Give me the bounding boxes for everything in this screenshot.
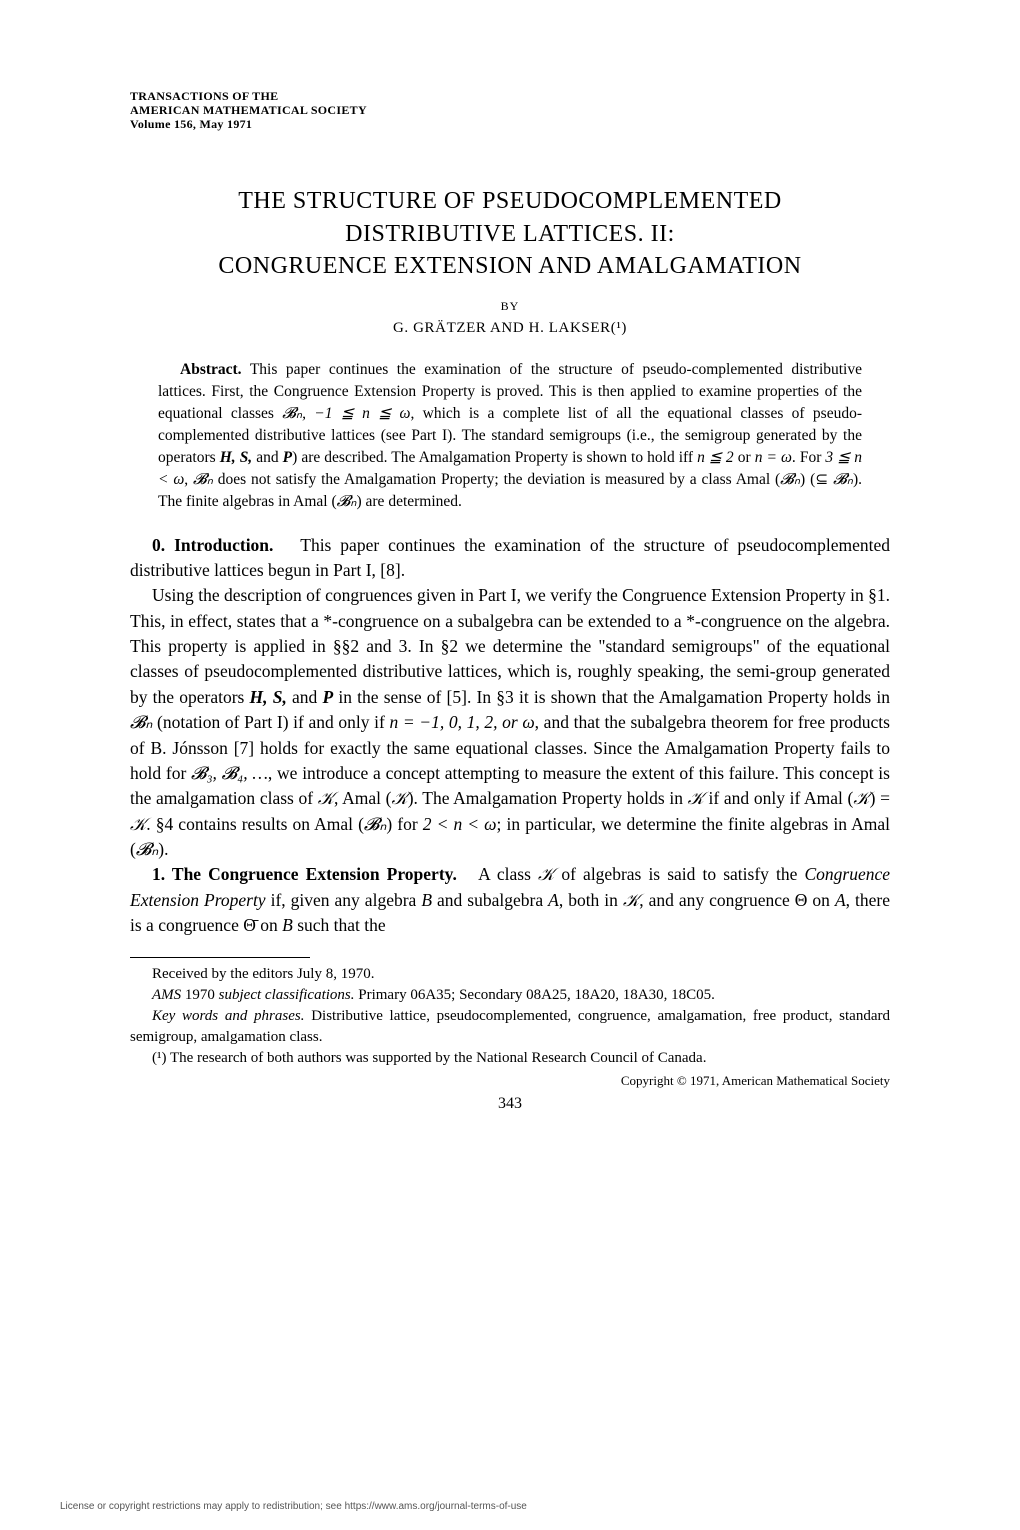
abs-math1: 𝓑ₙ, −1 ≦ n ≦ ω xyxy=(282,405,410,422)
title-line2: DISTRIBUTIVE LATTICES. II: xyxy=(130,218,890,250)
p2-K5: 𝒦 xyxy=(130,814,146,834)
s1-K2: 𝒦 xyxy=(623,890,639,910)
p2-Bn2: 𝓑ₙ xyxy=(364,814,386,834)
s1-p1d: and subalgebra xyxy=(432,890,548,910)
s1-p1f: , and any congruence Θ on xyxy=(639,890,835,910)
abs-math5: 𝓑ₙ xyxy=(193,471,213,488)
s1-K1: 𝒦 xyxy=(538,864,554,884)
s1-A2: A xyxy=(835,890,846,910)
s1-p1e: , both in xyxy=(559,890,623,910)
abs-math8: 𝓑ₙ xyxy=(337,493,357,510)
abstract: Abstract. This paper continues the exami… xyxy=(158,359,862,513)
journal-header: TRANSACTIONS OF THE AMERICAN MATHEMATICA… xyxy=(130,90,890,131)
p2-B34: 𝓑₃, 𝓑₄, … xyxy=(191,763,268,783)
abs-text7: ) (⊆ xyxy=(800,471,833,488)
intro-p2: Using the description of congruences giv… xyxy=(130,583,890,862)
authors: G. GRÄTZER AND H. LAKSER(¹) xyxy=(130,320,890,337)
s1-A: A xyxy=(548,890,559,910)
abs-text9: ) are determined. xyxy=(356,493,461,510)
abs-math2: n ≦ 2 xyxy=(697,449,734,466)
p2-K3: 𝒦 xyxy=(688,788,704,808)
p2-Bn3: 𝓑ₙ xyxy=(136,839,158,859)
p2-and: and xyxy=(292,687,322,707)
copyright: Copyright © 1971, American Mathematical … xyxy=(130,1073,890,1089)
p2-K1: 𝒦 xyxy=(318,788,334,808)
p2b: in the sense of [5]. In §3 it is shown t… xyxy=(333,687,890,707)
p2k: ) for xyxy=(386,814,422,834)
page-number: 343 xyxy=(130,1095,890,1113)
abs-and: and xyxy=(256,449,282,466)
p2-ops: H, S, xyxy=(250,687,292,707)
s1-p1b: of algebras is said to satisfy the xyxy=(554,864,804,884)
s1-p1c: if, given any algebra xyxy=(266,890,422,910)
abs-math3: n = ω xyxy=(755,449,792,466)
abstract-label: Abstract. xyxy=(180,361,242,378)
ams-year: 1970 xyxy=(181,987,219,1003)
paper-title: THE STRUCTURE OF PSEUDOCOMPLEMENTED DIST… xyxy=(130,185,890,282)
abs-or: or xyxy=(734,449,755,466)
footnotes: Received by the editors July 8, 1970. AM… xyxy=(130,964,890,1069)
p2-opP: P xyxy=(322,687,333,707)
abs-text6: does not satisfy the Amalgamation Proper… xyxy=(213,471,780,488)
p2-K4: 𝒦 xyxy=(853,788,869,808)
footnote-rule xyxy=(130,957,310,958)
journal-line3: Volume 156, May 1971 xyxy=(130,118,890,132)
p2i: ) = xyxy=(870,788,890,808)
abs-text4: . For xyxy=(792,449,825,466)
abs-text5: , xyxy=(184,471,193,488)
paper-page: TRANSACTIONS OF THE AMERICAN MATHEMATICA… xyxy=(0,0,1020,1153)
ams-line: AMS 1970 subject classifications. Primar… xyxy=(130,985,890,1006)
p2j: . §4 contains results on Amal ( xyxy=(146,814,364,834)
abs-math7: 𝓑ₙ xyxy=(833,471,853,488)
s1-B2: B xyxy=(282,915,293,935)
ams-label: AMS xyxy=(152,987,181,1003)
section1-p1: 1. The Congruence Extension Property. A … xyxy=(130,862,890,938)
p2-nvals: n = −1, 0, 1, 2, or ω xyxy=(389,712,534,732)
p2-K2: 𝒦 xyxy=(391,788,407,808)
kw-label: Key words and phrases. xyxy=(152,1008,304,1024)
s1-B: B xyxy=(421,890,432,910)
abs-opP: P xyxy=(283,449,292,466)
p2-Bn1: 𝓑ₙ xyxy=(130,712,152,732)
ams-text: Primary 06A35; Secondary 08A25, 18A20, 1… xyxy=(355,987,715,1003)
section0-label: 0. Introduction. xyxy=(152,535,273,555)
p2c: (notation of Part I) if and only if xyxy=(152,712,389,732)
abstract-paragraph: Abstract. This paper continues the exami… xyxy=(158,359,862,513)
title-line1: THE STRUCTURE OF PSEUDOCOMPLEMENTED xyxy=(130,185,890,217)
s1-p1a: A class xyxy=(478,864,538,884)
p2g: ). The Amalgamation Property holds in xyxy=(408,788,688,808)
abs-text3: ) are described. The Amalgamation Proper… xyxy=(292,449,697,466)
ams-subj: subject classifications. xyxy=(219,987,355,1003)
title-line3: CONGRUENCE EXTENSION AND AMALGAMATION xyxy=(130,250,890,282)
p2m: ). xyxy=(158,839,168,859)
section1-label: 1. The Congruence Extension Property. xyxy=(152,864,457,884)
license-notice: License or copyright restrictions may ap… xyxy=(60,1501,527,1512)
p2f: , Amal ( xyxy=(334,788,391,808)
intro-p1: 0. Introduction. This paper continues th… xyxy=(130,533,890,584)
note1: (¹) The research of both authors was sup… xyxy=(130,1048,890,1069)
p2h: if and only if Amal ( xyxy=(704,788,853,808)
s1-p1h: such that the xyxy=(293,915,386,935)
received-line: Received by the editors July 8, 1970. xyxy=(130,964,890,985)
journal-line2: AMERICAN MATHEMATICAL SOCIETY xyxy=(130,104,890,118)
abs-ops: H, S, xyxy=(220,449,257,466)
p2-range: 2 < n < ω xyxy=(423,814,497,834)
by-label: BY xyxy=(130,299,890,314)
kw-line: Key words and phrases. Distributive latt… xyxy=(130,1006,890,1048)
body-text: 0. Introduction. This paper continues th… xyxy=(130,533,890,939)
abs-math6: 𝓑ₙ xyxy=(780,471,800,488)
journal-line1: TRANSACTIONS OF THE xyxy=(130,90,890,104)
